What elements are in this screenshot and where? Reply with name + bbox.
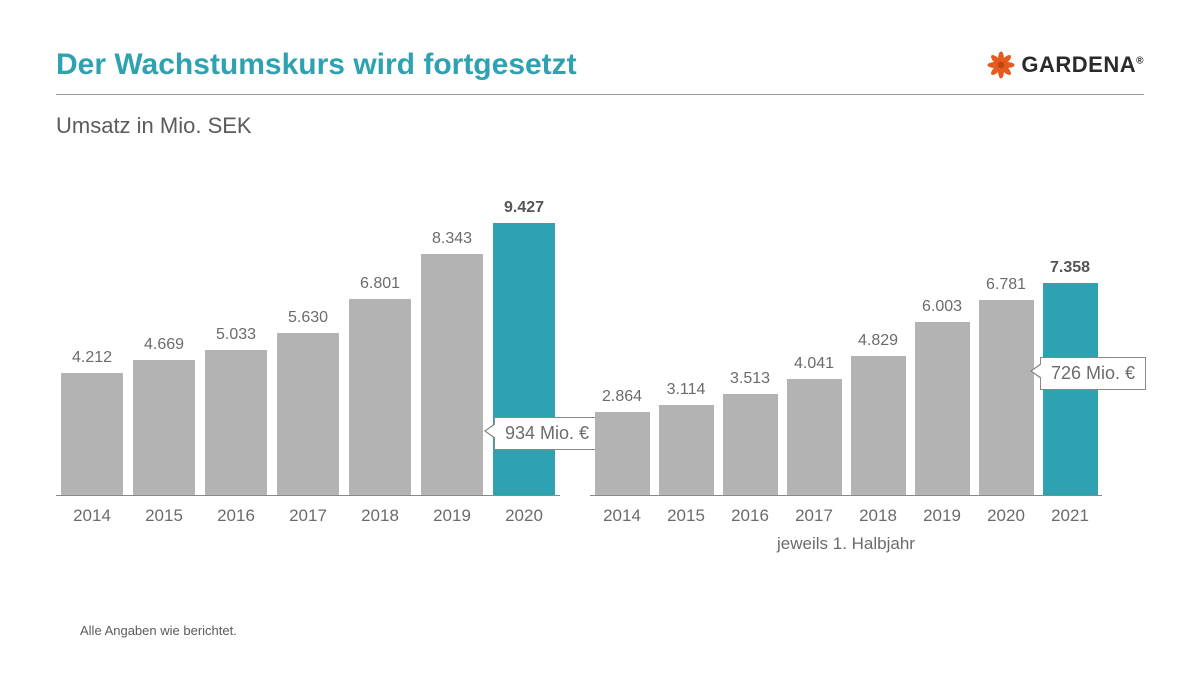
bar-col: 3.513 [718,370,782,495]
callout: 934 Mio. € [494,417,600,450]
bar [787,379,842,495]
bar-value-label: 4.829 [858,332,898,350]
bar-col: 4.669 [128,336,200,495]
bar-col: 6.003 [910,298,974,495]
header: Der Wachstumskurs wird fortgesetzt GARDE… [56,48,1144,82]
bar-value-label: 8.343 [432,230,472,248]
bar-value-label: 6.781 [986,276,1026,294]
bar [595,412,650,495]
callout: 726 Mio. € [1040,357,1146,390]
x-axis-label: 2017 [782,496,846,526]
flower-icon [987,51,1015,79]
bar [659,405,714,495]
bar-col: 8.343 [416,230,488,495]
charts-row: 4.2124.6695.0335.6306.8018.3439.42720142… [56,195,1144,554]
x-axis-label: 2020 [974,496,1038,526]
x-axis-label: 2016 [718,496,782,526]
bar-value-label: 5.630 [288,309,328,327]
bar [723,394,778,495]
bar-col: 5.033 [200,326,272,495]
bar-value-label: 5.033 [216,326,256,344]
bar-value-label: 4.669 [144,336,184,354]
bar-value-label: 4.041 [794,355,834,373]
brand-logo-word: GARDENA [1021,52,1136,77]
bar-col: 4.041 [782,355,846,495]
subtitle: Umsatz in Mio. SEK [56,113,1144,139]
bar [277,333,339,495]
header-divider [56,94,1144,95]
x-axis-label: 2016 [200,496,272,526]
bar-col: 5.630 [272,309,344,495]
brand-logo-text: GARDENA® [1021,52,1144,78]
x-axis-label: 2015 [654,496,718,526]
bar [851,356,906,495]
bar-highlight [493,223,555,495]
brand-logo: GARDENA® [987,51,1144,79]
bar [979,300,1034,495]
x-axis-label: 2019 [416,496,488,526]
chart-annual: 4.2124.6695.0335.6306.8018.3439.42720142… [56,195,560,554]
bar [205,350,267,495]
bar-col: 6.801 [344,275,416,495]
bar [349,299,411,495]
x-axis-label: 2017 [272,496,344,526]
x-axis-label: 2014 [590,496,654,526]
bar-value-label: 4.212 [72,349,112,367]
footnote: Alle Angaben wie berichtet. [80,623,237,638]
bar-value-label: 6.801 [360,275,400,293]
bar [421,254,483,495]
slide-title: Der Wachstumskurs wird fortgesetzt [56,48,577,82]
bar-col: 6.781 [974,276,1038,495]
bar-value-label: 3.513 [730,370,770,388]
x-axis-label: 2020 [488,496,560,526]
brand-logo-reg: ® [1136,56,1144,67]
x-axis-label: 2021 [1038,496,1102,526]
slide: Der Wachstumskurs wird fortgesetzt GARDE… [0,0,1200,674]
bar [61,373,123,495]
bar [133,360,195,495]
bar-value-label: 6.003 [922,298,962,316]
bar-col: 4.829 [846,332,910,495]
chart-halfyear: 2.864 3.114 3.513 4.041 4.829 6.003 6.781 7.358… [590,195,1102,554]
bar-col: 9.427 [488,199,560,495]
x-axis: 20142015201620172018201920202021 [590,495,1102,526]
bar-value-label: 3.114 [667,381,706,399]
x-axis-label: 2019 [910,496,974,526]
bar-col: 4.212 [56,349,128,495]
bar-value-label: 9.427 [504,199,544,217]
x-axis-label: 2018 [344,496,416,526]
x-axis: 2014201520162017201820192020 [56,495,560,526]
bar-value-label: 7.358 [1050,259,1090,277]
bar [915,322,970,495]
chart-sub-note: jeweils 1. Halbjahr [590,534,1102,554]
x-axis-label: 2018 [846,496,910,526]
x-axis-label: 2015 [128,496,200,526]
bar-value-label: 2.864 [602,388,642,406]
bar-col: 2.864 [590,388,654,495]
x-axis-label: 2014 [56,496,128,526]
bar-col: 3.114 [654,381,718,495]
